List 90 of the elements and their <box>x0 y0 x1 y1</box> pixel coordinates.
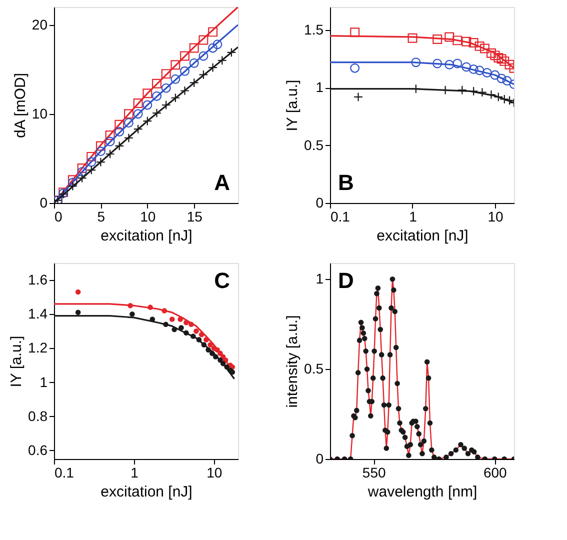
y-axis-title: IY [a.u.] <box>284 80 302 132</box>
x-tick-label: 1 <box>409 208 418 224</box>
y-tick-label: 1.4 <box>28 306 48 322</box>
point <box>180 66 190 76</box>
x-tick-label: 0.1 <box>330 208 350 224</box>
x-axis-title: excitation [nJ] <box>100 228 192 244</box>
point <box>198 35 208 45</box>
x-axis-title: excitation [nJ] <box>100 484 192 500</box>
x-tick-label: 10 <box>140 208 156 224</box>
point <box>133 109 143 119</box>
y-tick-label: 1 <box>316 79 324 96</box>
point <box>77 164 87 173</box>
point <box>208 27 218 37</box>
point <box>77 173 87 183</box>
x-tick-label: 10 <box>488 208 504 224</box>
y-tick-label: 1.5 <box>304 22 324 38</box>
annotation: A <box>214 170 230 195</box>
y-tick-label: 10 <box>32 105 48 122</box>
y-axis-title: dA [mOD] <box>12 72 29 138</box>
annotation: C <box>214 268 230 293</box>
y-tick-label: 0 <box>316 450 324 466</box>
point <box>161 69 171 79</box>
point <box>68 181 78 191</box>
point <box>189 58 199 68</box>
point <box>86 157 96 167</box>
point <box>86 165 96 175</box>
point <box>142 88 152 98</box>
point <box>180 86 190 96</box>
y-tick-label: 1 <box>40 374 48 390</box>
annotation: B <box>338 170 354 195</box>
point <box>161 100 171 110</box>
point <box>189 43 199 53</box>
x-tick-label: 550 <box>362 464 386 480</box>
point <box>226 48 236 58</box>
point <box>152 91 162 101</box>
point <box>189 78 199 88</box>
x-tick-label: 0 <box>54 208 62 224</box>
point <box>133 124 143 134</box>
x-axis-title: excitation [nJ] <box>376 228 468 244</box>
point <box>105 130 115 140</box>
point <box>161 83 171 93</box>
point <box>96 146 106 156</box>
point <box>114 141 124 151</box>
point <box>170 60 180 70</box>
y-tick-label: 0 <box>316 194 324 210</box>
point <box>68 178 78 188</box>
x-tick-label: 1 <box>130 464 139 480</box>
y-tick-label: 1.2 <box>28 340 48 356</box>
point <box>212 40 222 50</box>
point <box>105 149 115 159</box>
point <box>208 43 218 53</box>
y-tick-label: 0.6 <box>28 442 48 458</box>
point <box>86 152 96 162</box>
point <box>114 120 124 130</box>
y-tick-label: 0.5 <box>304 136 324 153</box>
x-tick-label: 15 <box>186 208 203 224</box>
point <box>152 78 162 88</box>
point <box>124 109 134 119</box>
y-tick-label: 1 <box>316 270 324 287</box>
x-tick-label: 0.1 <box>54 464 74 480</box>
y-axis-title: intensity [a.u.] <box>284 315 302 408</box>
y-tick-label: 0 <box>40 194 48 210</box>
y-tick-label: 20 <box>32 16 48 32</box>
point <box>170 93 180 103</box>
point <box>198 51 208 61</box>
point <box>198 70 208 80</box>
point <box>180 51 190 61</box>
point <box>114 127 124 136</box>
y-tick-label: 0.8 <box>28 408 48 424</box>
point <box>142 100 152 110</box>
point <box>217 56 227 66</box>
point <box>105 136 115 146</box>
point <box>133 98 143 108</box>
point <box>96 141 106 151</box>
annotation: D <box>338 268 354 293</box>
point <box>208 62 218 72</box>
x-tick-label: 5 <box>97 208 106 224</box>
point <box>170 74 180 84</box>
y-axis-title: IY [a.u.] <box>8 336 26 388</box>
point <box>124 133 134 143</box>
point <box>77 167 87 177</box>
x-tick-label: 10 <box>206 464 222 480</box>
y-tick-label: 1.6 <box>28 272 48 288</box>
point <box>96 157 106 167</box>
y-tick-label: 0.5 <box>304 360 324 377</box>
point <box>152 108 162 118</box>
x-axis-title: wavelength [nm] <box>366 484 478 500</box>
x-tick-label: 600 <box>483 464 508 480</box>
point <box>124 118 134 128</box>
point <box>142 116 152 126</box>
